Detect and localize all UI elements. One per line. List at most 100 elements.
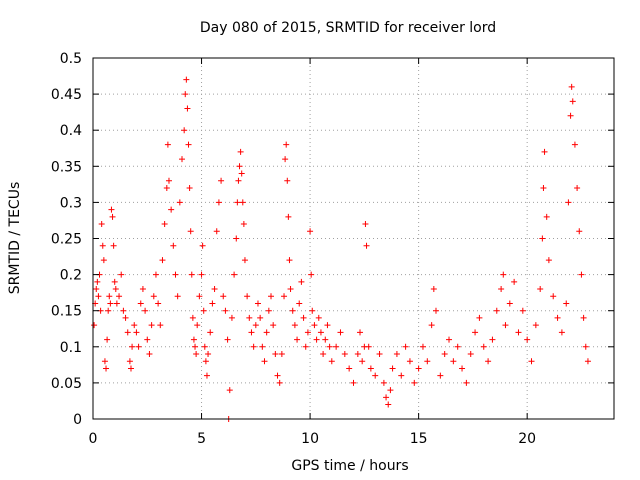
data-point <box>226 387 233 394</box>
data-point <box>326 343 333 350</box>
data-point <box>268 293 275 300</box>
data-point <box>576 228 583 235</box>
data-point <box>224 336 231 343</box>
data-point <box>506 300 513 307</box>
data-point <box>463 379 470 386</box>
data-point <box>359 358 366 365</box>
data-point <box>270 322 277 329</box>
data-point <box>578 271 585 278</box>
data-point <box>362 221 369 228</box>
data-point <box>106 293 113 300</box>
data-point <box>283 141 290 148</box>
data-point <box>580 314 587 321</box>
data-point <box>201 343 208 350</box>
data-point <box>437 372 444 379</box>
data-point <box>176 199 183 206</box>
data-point <box>380 379 387 386</box>
data-point <box>228 314 235 321</box>
data-point <box>274 372 281 379</box>
data-point <box>385 401 392 408</box>
axis-ticks <box>92 57 614 420</box>
data-point <box>365 343 372 350</box>
data-point <box>320 351 327 358</box>
data-point <box>265 307 272 314</box>
data-point <box>584 358 591 365</box>
data-point <box>200 307 207 314</box>
data-point <box>181 127 188 134</box>
data-point <box>198 271 205 278</box>
data-point <box>574 184 581 191</box>
data-point <box>398 372 405 379</box>
data-point <box>109 213 116 220</box>
data-point <box>159 257 166 264</box>
data-point <box>582 343 589 350</box>
data-point <box>341 351 348 358</box>
data-point <box>237 148 244 155</box>
data-point <box>567 112 574 119</box>
data-point <box>298 278 305 285</box>
data-point <box>126 358 133 365</box>
data-point <box>163 184 170 191</box>
data-point <box>244 293 251 300</box>
data-point <box>99 242 106 249</box>
data-point <box>311 322 318 329</box>
data-point <box>406 358 413 365</box>
data-point <box>182 91 189 98</box>
data-point <box>543 213 550 220</box>
data-point <box>328 358 335 365</box>
y-tick-label: 0.05 <box>51 376 82 392</box>
data-point <box>315 314 322 321</box>
data-point <box>565 199 572 206</box>
data-point <box>174 293 181 300</box>
data-point <box>187 228 194 235</box>
data-point <box>389 365 396 372</box>
data-point <box>241 257 248 264</box>
data-point <box>558 329 565 336</box>
data-point <box>170 242 177 249</box>
data-point <box>110 242 117 249</box>
data-point <box>183 76 190 83</box>
data-point <box>94 278 101 285</box>
data-point <box>137 300 144 307</box>
data-point <box>193 351 200 358</box>
data-point <box>476 314 483 321</box>
data-point <box>129 343 136 350</box>
data-point <box>104 336 111 343</box>
data-point <box>203 372 210 379</box>
data-point <box>493 307 500 314</box>
data-point <box>454 343 461 350</box>
data-point <box>231 271 238 278</box>
data-point <box>202 358 209 365</box>
y-tick-label: 0 <box>73 412 82 428</box>
data-point <box>192 343 199 350</box>
data-point <box>307 228 314 235</box>
data-point <box>424 358 431 365</box>
data-point <box>218 177 225 184</box>
data-point <box>545 257 552 264</box>
data-point <box>519 307 526 314</box>
data-point <box>550 293 557 300</box>
data-point <box>286 257 293 264</box>
data-point <box>207 329 214 336</box>
data-point <box>146 351 153 358</box>
data-point <box>500 271 507 278</box>
data-point <box>337 329 344 336</box>
data-point <box>309 307 316 314</box>
data-point <box>539 235 546 242</box>
data-point <box>139 286 146 293</box>
data-point <box>101 358 108 365</box>
data-point <box>164 141 171 148</box>
data-point <box>287 286 294 293</box>
data-point <box>541 148 548 155</box>
data-point <box>387 387 394 394</box>
data-point <box>554 314 561 321</box>
data-point <box>131 322 138 329</box>
x-tick-label: 10 <box>301 431 319 447</box>
data-point <box>209 300 216 307</box>
data-point <box>376 351 383 358</box>
data-point <box>118 271 125 278</box>
data-point <box>233 235 240 242</box>
data-point <box>240 221 247 228</box>
data-point <box>393 351 400 358</box>
